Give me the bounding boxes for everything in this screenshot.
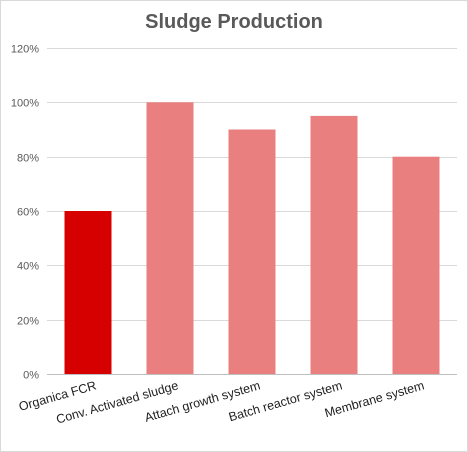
- y-tick-label: 80%: [17, 153, 39, 165]
- chart-title: Sludge Production: [145, 11, 323, 33]
- y-tick-label: 120%: [11, 44, 39, 56]
- y-tick-label: 40%: [17, 261, 39, 273]
- bar: [310, 115, 358, 375]
- y-axis-ticks: 0% 20% 40% 60% 80% 100% 120%: [11, 44, 39, 382]
- y-tick-label: 20%: [17, 316, 39, 328]
- y-tick-label: 60%: [17, 207, 39, 219]
- bar: [392, 156, 440, 374]
- bar: [146, 102, 194, 375]
- y-tick-label: 0%: [23, 370, 39, 382]
- bars: [64, 102, 440, 375]
- y-tick-label: 100%: [11, 98, 39, 110]
- bar: [64, 211, 112, 374]
- bar: [228, 129, 276, 374]
